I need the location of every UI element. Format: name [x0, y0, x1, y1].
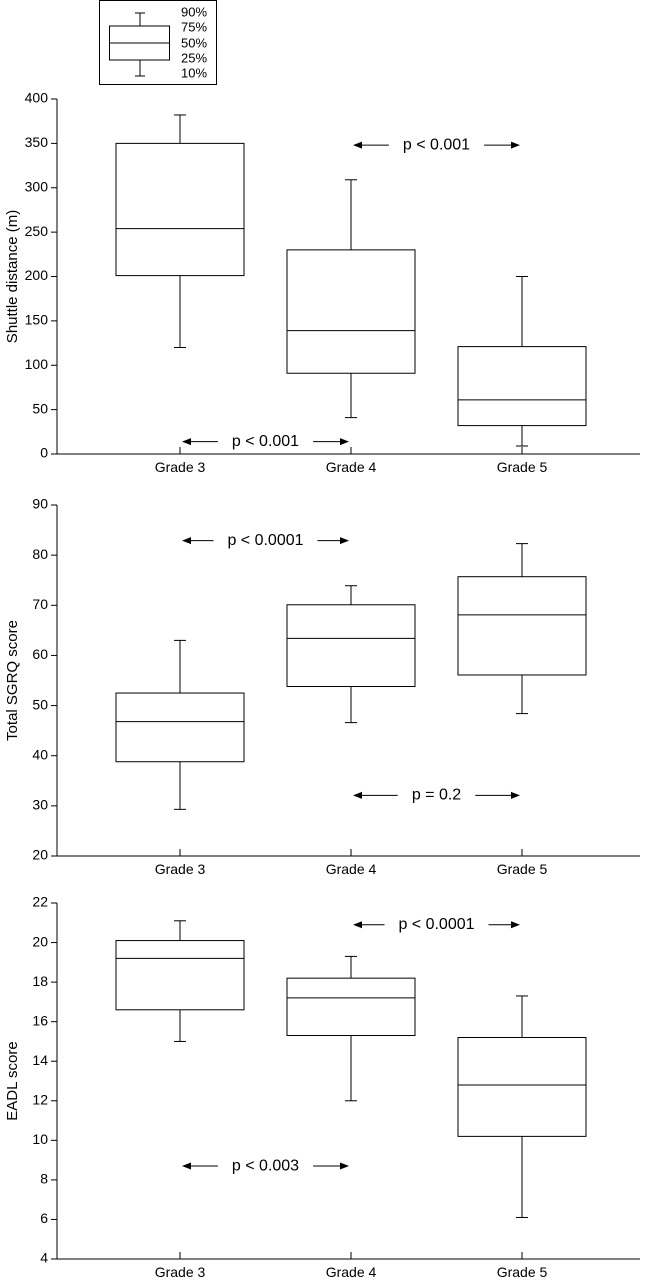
arrow-head-right: [340, 1162, 349, 1170]
y-tick-label: 70: [32, 596, 48, 612]
y-tick-label: 60: [32, 646, 48, 662]
arrow-head-left: [353, 791, 362, 799]
legend-label: 10%: [181, 65, 207, 80]
p-value-label: p < 0.0001: [227, 532, 303, 549]
chart-panel-shuttle-distance: 0 50 100 150 200 250 300 350 400 Shuttle distance…: [4, 90, 640, 475]
legend-label: 25%: [181, 50, 207, 65]
p-value-label: p < 0.001: [232, 433, 299, 450]
y-tick-label: 18: [32, 973, 48, 989]
arrow-head-right: [511, 141, 520, 149]
p-value-label: p < 0.0001: [398, 916, 474, 933]
box-iqr: [286, 977, 416, 1037]
y-tick-label: 20: [32, 847, 48, 863]
y-axis-label: Total SGRQ score: [4, 620, 21, 741]
p-value-annotation: p < 0.0001: [353, 916, 520, 933]
x-tick-label: Grade 3: [155, 1264, 206, 1280]
y-tick-label: 300: [25, 178, 49, 194]
x-tick-label: Grade 5: [497, 1264, 548, 1280]
arrow-head-left: [182, 438, 191, 446]
y-tick-label: 90: [32, 496, 48, 512]
y-tick-label: 22: [32, 894, 48, 910]
y-tick-label: 250: [25, 223, 49, 239]
y-tick-label: 20: [32, 933, 48, 949]
arrow-head-left: [182, 537, 191, 545]
box-plot-grade-4: [286, 179, 416, 419]
p-value-annotation: p < 0.003: [182, 1157, 349, 1174]
arrow-head-left: [182, 1162, 191, 1170]
p-value-annotation: p < 0.001: [353, 136, 520, 153]
x-tick-label: Grade 3: [155, 459, 206, 475]
p-value-label: p = 0.2: [412, 787, 461, 804]
box-iqr: [457, 576, 587, 676]
y-tick-label: 30: [32, 797, 48, 813]
y-tick-label: 50: [32, 400, 48, 416]
y-tick-label: 50: [32, 696, 48, 712]
x-tick-label: Grade 4: [326, 861, 377, 877]
p-value-annotation: p < 0.001: [182, 433, 349, 450]
y-tick-label: 80: [32, 546, 48, 562]
arrow-head-right: [340, 438, 349, 446]
y-tick-label: 350: [25, 134, 49, 150]
y-tick-label: 10: [32, 1131, 48, 1147]
box-plot-grade-3: [115, 920, 245, 1042]
box-iqr: [115, 940, 245, 1011]
y-tick-label: 14: [32, 1052, 48, 1068]
legend-label: 75%: [181, 19, 207, 34]
y-tick-label: 4: [40, 1250, 48, 1266]
box-iqr: [457, 1036, 587, 1137]
legend-label: 50%: [181, 35, 207, 50]
x-tick-label: Grade 3: [155, 861, 206, 877]
chart-panel-total-sgrq: 20 30 40 50 60 70 80 90 Total SGRQ score Grade 3 G…: [4, 496, 640, 877]
x-tick-label: Grade 5: [497, 459, 548, 475]
y-tick-label: 200: [25, 267, 49, 283]
box-plot-grade-5: [457, 276, 587, 447]
y-tick-label: 150: [25, 312, 49, 328]
x-tick-label: Grade 4: [326, 459, 377, 475]
arrow-head-right: [511, 791, 520, 799]
arrow-head-right: [340, 537, 349, 545]
box-iqr: [286, 604, 416, 688]
y-tick-label: 100: [25, 356, 49, 372]
y-axis-label: Shuttle distance (m): [4, 210, 21, 343]
box-iqr: [457, 346, 587, 427]
legend: 90%75%50%25%10%: [99, 0, 217, 85]
p-value-annotation: p = 0.2: [353, 787, 520, 804]
y-tick-label: 40: [32, 746, 48, 762]
box-iqr: [286, 249, 416, 374]
legend-label: 90%: [181, 4, 207, 19]
y-tick-label: 12: [32, 1091, 48, 1107]
box-iqr: [115, 692, 245, 763]
p-value-annotation: p < 0.0001: [182, 532, 349, 549]
y-axis-label: EADL score: [4, 1041, 21, 1120]
x-tick-label: Grade 5: [497, 861, 548, 877]
arrow-head-left: [353, 921, 362, 929]
box-plot-grade-3: [115, 114, 245, 348]
chart-panel-eadl: 4 6 8 10 12 14 16 18 20 22 EADL score Grade 3 Grade …: [4, 894, 640, 1280]
x-tick-label: Grade 4: [326, 1264, 377, 1280]
box-plot-grade-3: [115, 639, 245, 810]
box-plot-grade-4: [286, 955, 416, 1102]
p-value-label: p < 0.003: [232, 1157, 299, 1174]
box-plot-grade-4: [286, 585, 416, 724]
arrow-head-left: [353, 141, 362, 149]
arrow-head-right: [511, 921, 520, 929]
y-tick-label: 16: [32, 1012, 48, 1028]
box-plot-grade-5: [457, 995, 587, 1218]
y-tick-label: 400: [25, 90, 49, 106]
y-tick-label: 0: [40, 445, 48, 461]
y-tick-label: 6: [40, 1210, 48, 1226]
box-iqr: [115, 142, 245, 277]
y-tick-label: 8: [40, 1171, 48, 1187]
p-value-label: p < 0.001: [403, 136, 470, 153]
box-plot-grade-5: [457, 543, 587, 715]
